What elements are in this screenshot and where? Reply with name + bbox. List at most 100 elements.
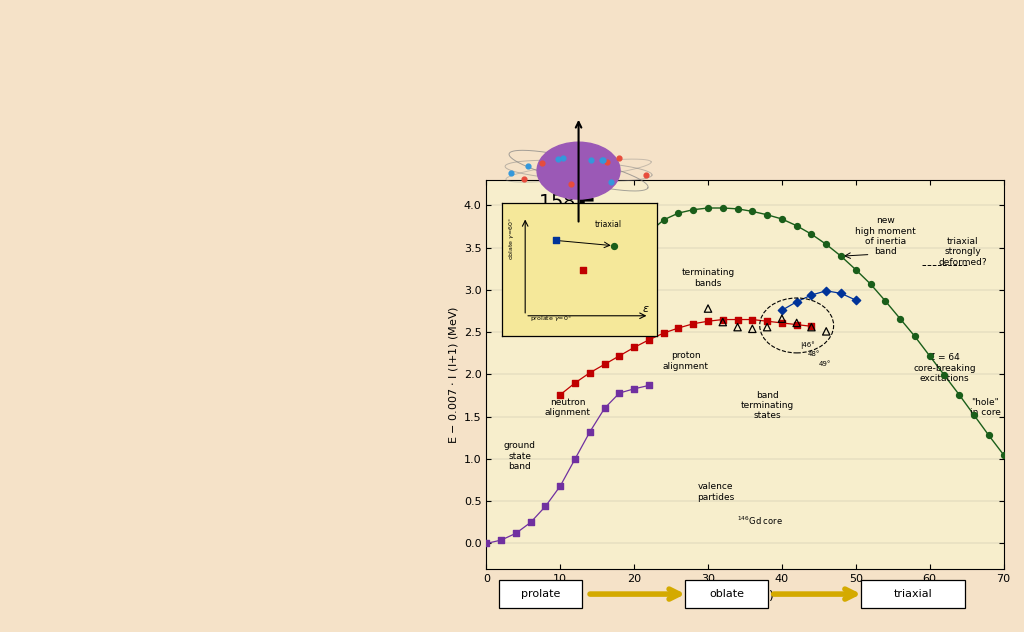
Point <box>594 155 610 165</box>
Point <box>478 538 495 549</box>
Point <box>503 167 519 178</box>
Text: 49°: 49° <box>819 361 831 367</box>
Point <box>671 208 687 218</box>
Point <box>641 380 657 391</box>
Point <box>833 288 849 298</box>
Point <box>685 319 701 329</box>
Point <box>715 317 731 327</box>
Text: "hole"
in core: "hole" in core <box>970 398 1000 417</box>
Point <box>655 328 672 338</box>
Point <box>599 157 615 167</box>
Point <box>803 229 819 240</box>
Point <box>602 177 618 187</box>
Point <box>641 228 657 238</box>
Point <box>774 318 791 328</box>
FancyBboxPatch shape <box>500 580 582 608</box>
Point <box>508 528 524 538</box>
Text: terminating
bands: terminating bands <box>681 269 734 288</box>
Point <box>922 351 938 361</box>
Point <box>774 305 791 315</box>
Point <box>759 322 775 332</box>
Point <box>878 296 894 306</box>
Point <box>611 153 628 163</box>
Point <box>774 313 791 324</box>
Point <box>995 450 1012 460</box>
Point <box>744 324 761 334</box>
Point <box>744 315 761 325</box>
Point <box>848 295 864 305</box>
Point <box>552 481 568 491</box>
Point <box>552 390 568 400</box>
Point <box>729 315 745 325</box>
Point <box>803 321 819 331</box>
Point <box>520 161 537 171</box>
Text: valence
partides: valence partides <box>696 482 734 502</box>
Point <box>522 517 539 527</box>
Point <box>563 179 580 189</box>
Text: band
terminating
states: band terminating states <box>740 391 794 420</box>
Point <box>759 316 775 326</box>
Point <box>671 323 687 333</box>
Point <box>788 297 805 307</box>
Point <box>516 174 532 184</box>
Point <box>906 331 923 341</box>
Point <box>582 427 598 437</box>
Text: triaxial: triaxial <box>894 589 933 599</box>
FancyBboxPatch shape <box>861 580 965 608</box>
Point <box>655 215 672 225</box>
Point <box>611 351 628 361</box>
Text: ground
state
band: ground state band <box>504 441 536 471</box>
Point <box>759 210 775 220</box>
Point <box>534 158 550 168</box>
Text: neutron
alignment: neutron alignment <box>545 398 591 417</box>
Point <box>715 203 731 213</box>
Point <box>803 290 819 300</box>
Point <box>981 430 997 441</box>
FancyBboxPatch shape <box>685 580 768 608</box>
Point <box>715 315 731 325</box>
Point <box>596 403 612 413</box>
Text: oblate: oblate <box>710 589 744 599</box>
Text: proton
alignment: proton alignment <box>663 351 709 370</box>
Point <box>788 221 805 231</box>
Point <box>951 390 968 400</box>
Point <box>729 204 745 214</box>
Point <box>803 322 819 332</box>
Point <box>596 359 612 369</box>
Point <box>818 240 835 250</box>
Text: $^{158}$Er: $^{158}$Er <box>539 196 611 226</box>
Text: 48°: 48° <box>808 351 820 357</box>
Text: $^{146}$Gd core: $^{146}$Gd core <box>737 514 782 527</box>
Point <box>936 370 952 380</box>
Text: Z = 64
core-breaking
excitations: Z = 64 core-breaking excitations <box>913 353 976 383</box>
Point <box>788 318 805 328</box>
Point <box>774 214 791 224</box>
Point <box>594 154 610 164</box>
Point <box>685 205 701 215</box>
Point <box>554 153 570 163</box>
Point <box>966 410 982 420</box>
Point <box>699 303 716 313</box>
Point <box>862 279 879 289</box>
Point <box>626 343 642 353</box>
Point <box>611 388 628 398</box>
Point <box>699 203 716 213</box>
Point <box>493 535 509 545</box>
Point <box>567 454 584 464</box>
Point <box>638 170 654 180</box>
Point <box>538 501 554 511</box>
Point <box>818 286 835 296</box>
Text: new
high moment
of inertia
band: new high moment of inertia band <box>855 216 915 257</box>
Point <box>833 251 849 261</box>
Point <box>729 322 745 332</box>
Point <box>641 335 657 345</box>
Point <box>848 265 864 275</box>
Point <box>582 368 598 378</box>
Y-axis label: E $-$ 0.007 $\cdot$ I (I+1) (MeV): E $-$ 0.007 $\cdot$ I (I+1) (MeV) <box>446 305 460 444</box>
Point <box>744 206 761 216</box>
Text: |46°: |46° <box>801 342 815 349</box>
Point <box>567 378 584 388</box>
Text: triaxial
strongly
deformed?: triaxial strongly deformed? <box>939 237 987 267</box>
Point <box>699 316 716 326</box>
Point <box>818 326 835 336</box>
